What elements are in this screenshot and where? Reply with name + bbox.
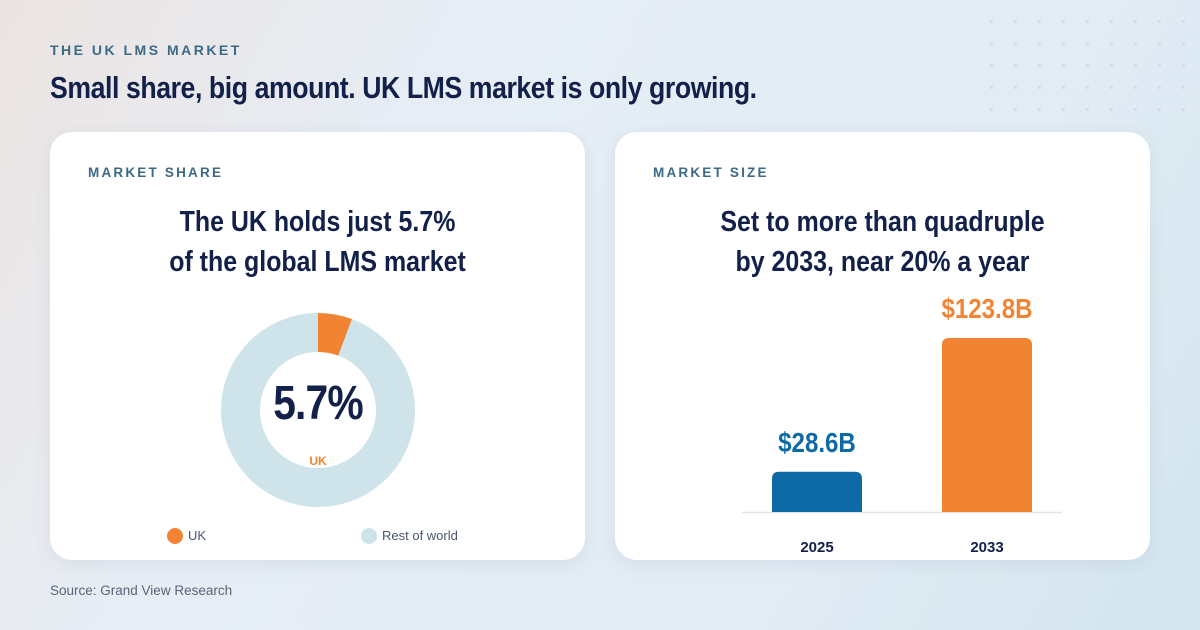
decorative-dot <box>1086 42 1089 45</box>
market-size-card: MARKET SIZE Set to more than quadruple b… <box>615 132 1150 560</box>
decorative-dot <box>1110 64 1113 67</box>
decorative-dot <box>990 86 993 89</box>
decorative-dot <box>1182 42 1185 45</box>
bar-category-label-2025: 2025 <box>800 539 833 556</box>
market-size-title-line2: by 2033, near 20% a year <box>735 246 1030 278</box>
decorative-dot <box>1182 108 1185 111</box>
eyebrow-label: THE UK LMS MARKET <box>50 42 242 58</box>
decorative-dot <box>1134 42 1137 45</box>
donut-slice-rest-of-world <box>220 313 415 507</box>
decorative-dot <box>1062 86 1065 89</box>
decorative-dot <box>1158 64 1161 67</box>
decorative-dot <box>1062 64 1065 67</box>
decorative-dot <box>1158 86 1161 89</box>
decorative-dot <box>1182 64 1185 67</box>
decorative-dot <box>1014 64 1017 67</box>
decorative-dot <box>1086 64 1089 67</box>
decorative-dot <box>1110 42 1113 45</box>
decorative-dot <box>1086 20 1089 23</box>
decorative-dot <box>1134 20 1137 23</box>
market-share-card: MARKET SHARE The UK holds just 5.7% of t… <box>50 132 585 560</box>
decorative-dot <box>1134 64 1137 67</box>
decorative-dot <box>1014 86 1017 89</box>
decorative-dot <box>1158 108 1161 111</box>
market-share-title-line1: The UK holds just 5.7% <box>179 206 456 238</box>
legend-label-uk: UK <box>188 528 207 543</box>
legend-swatch-rest-of-world <box>361 528 377 544</box>
bar-value-label-2033: $123.8B <box>941 292 1032 324</box>
decorative-dot <box>1182 20 1185 23</box>
source-note: Source: Grand View Research <box>50 583 233 598</box>
market-share-title-line2: of the global LMS market <box>169 246 466 278</box>
decorative-dot <box>1038 20 1041 23</box>
decorative-dot <box>990 42 993 45</box>
decorative-dot <box>1062 42 1065 45</box>
decorative-dot <box>1038 108 1041 111</box>
decorative-dot <box>1134 108 1137 111</box>
decorative-dot <box>990 20 993 23</box>
decorative-dot <box>1110 20 1113 23</box>
legend-label-rest-of-world: Rest of world <box>382 528 458 543</box>
decorative-dot <box>1038 64 1041 67</box>
decorative-dot <box>1014 20 1017 23</box>
bar-2025 <box>772 471 862 512</box>
decorative-dot <box>1110 108 1113 111</box>
bar-value-label-2025: $28.6B <box>778 426 856 458</box>
decorative-dot <box>1062 108 1065 111</box>
decorative-dot <box>1158 42 1161 45</box>
decorative-dot <box>1110 86 1113 89</box>
decorative-dot <box>990 108 993 111</box>
decorative-dot <box>1158 20 1161 23</box>
bar-category-label-2033: 2033 <box>970 539 1003 556</box>
decorative-dot <box>1086 86 1089 89</box>
decorative-dot <box>990 64 993 67</box>
market-size-label: MARKET SIZE <box>653 165 769 180</box>
market-size-bar-chart: $28.6B 2025 $123.8B 2033 <box>742 292 1062 556</box>
market-share-title: The UK holds just 5.7% of the global LMS… <box>50 202 585 282</box>
decorative-dot <box>1062 20 1065 23</box>
decorative-dot <box>1014 42 1017 45</box>
decorative-dot <box>1014 108 1017 111</box>
bar-2033 <box>942 338 1032 512</box>
decorative-dot <box>1038 86 1041 89</box>
market-share-donut-chart <box>220 313 415 507</box>
page-headline: Small share, big amount. UK LMS market i… <box>50 70 757 105</box>
market-size-title-line1: Set to more than quadruple <box>720 206 1045 238</box>
donut-slice-uk <box>318 313 353 356</box>
decorative-dot <box>1182 86 1185 89</box>
decorative-dot <box>1134 86 1137 89</box>
legend-swatch-uk <box>167 528 183 544</box>
market-share-label: MARKET SHARE <box>88 165 224 180</box>
market-size-title: Set to more than quadruple by 2033, near… <box>615 202 1150 282</box>
decorative-dot <box>1086 108 1089 111</box>
decorative-dot <box>1038 42 1041 45</box>
